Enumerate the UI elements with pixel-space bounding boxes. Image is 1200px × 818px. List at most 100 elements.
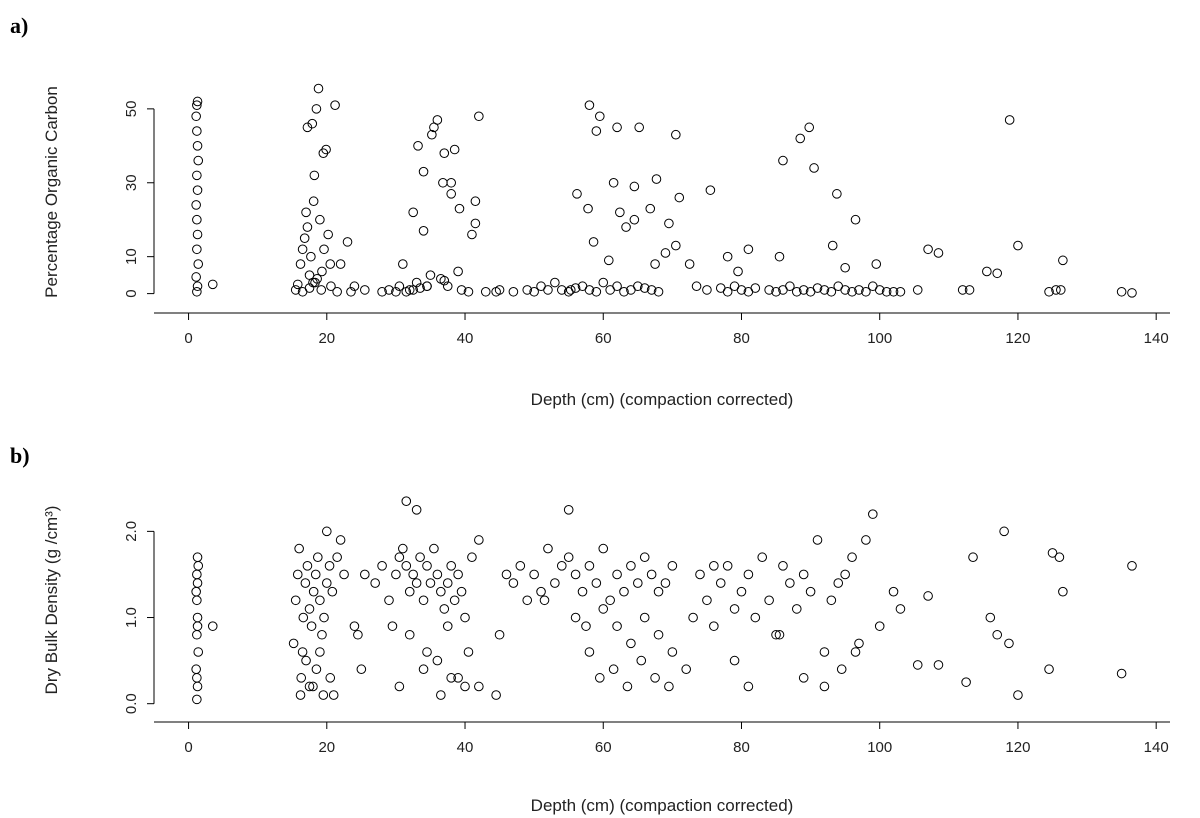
panel-a-data-point bbox=[391, 286, 401, 297]
panel-a-data-point bbox=[463, 286, 474, 297]
panel-b-data-point bbox=[401, 496, 412, 507]
panel-a-data-point bbox=[192, 170, 202, 181]
panel-b-data-point bbox=[874, 621, 885, 631]
panel-a-data-point bbox=[621, 222, 631, 232]
panel-a-data-point bbox=[342, 237, 353, 247]
panel-b-data-point bbox=[660, 578, 671, 588]
panel-a-data-point bbox=[394, 281, 405, 292]
panel-a-data-point bbox=[302, 222, 313, 232]
panel-a-data-point bbox=[594, 111, 605, 122]
panel-a-data-point bbox=[804, 122, 815, 133]
panel-a-data-point bbox=[422, 281, 432, 292]
panel-a-data-point bbox=[615, 207, 625, 218]
panel-b-data-point bbox=[608, 664, 619, 675]
panel-a-x-tick-label: 100 bbox=[867, 330, 892, 347]
panel-a-data-point bbox=[522, 285, 533, 295]
panel-b-x-tick-label: 40 bbox=[457, 739, 474, 756]
panel-a-data-point bbox=[319, 244, 329, 255]
panel-b-data-point bbox=[501, 569, 512, 580]
panel-b: b) 0 20 40 60 80 100 120 140 0.0 1.0 2.0 Depth (c… bbox=[10, 443, 1170, 815]
panel-a-data-point bbox=[565, 285, 576, 295]
panel-b-data-point bbox=[321, 526, 332, 537]
panel-a-data-point bbox=[933, 248, 944, 258]
panel-b-data-point bbox=[743, 681, 754, 692]
panel-b-data-point bbox=[317, 629, 327, 640]
panel-b-data-point bbox=[422, 647, 432, 657]
panel-b-data-point bbox=[729, 655, 740, 666]
panel-b-data-point bbox=[584, 561, 595, 571]
panel-a-data-point bbox=[771, 286, 781, 297]
panel-a-data-point bbox=[304, 283, 315, 293]
panel-a-data-point bbox=[360, 285, 370, 295]
panel-b-data-point bbox=[377, 561, 387, 571]
panel-a-data-point bbox=[964, 285, 975, 295]
panel-b-data-point bbox=[626, 561, 636, 571]
panel-b-x-tick-label: 60 bbox=[595, 739, 612, 756]
panel-b-data-point bbox=[292, 569, 303, 580]
panel-a-data-point bbox=[827, 240, 838, 251]
panel-a-data-point bbox=[415, 283, 425, 293]
panel-b-data-point bbox=[335, 535, 346, 545]
panel-a-data-point bbox=[311, 104, 322, 114]
panel-b-data-point bbox=[798, 673, 809, 683]
panel-a-data-point bbox=[349, 281, 360, 292]
panel-a-data-point bbox=[454, 203, 465, 214]
panel-b-data-point bbox=[298, 612, 309, 623]
panel-b-data-point bbox=[325, 673, 336, 683]
panel-b-data-point bbox=[446, 673, 456, 683]
panel-b-data-point bbox=[667, 647, 678, 657]
panel-a-data-point bbox=[1051, 285, 1061, 295]
panel-b-data-point bbox=[715, 578, 726, 588]
panel-a-data-point bbox=[302, 122, 313, 133]
panel-a-data-point bbox=[888, 286, 899, 297]
panel-a-data-point bbox=[480, 286, 491, 297]
panel-a-data-point bbox=[826, 286, 837, 297]
panel-a-x-tick-label: 80 bbox=[733, 330, 750, 347]
panel-a-data-point bbox=[881, 286, 892, 297]
panel-b-data-point bbox=[321, 578, 332, 588]
panel-a-data-point bbox=[646, 285, 657, 295]
panel-b-y-ticks: 0.0 1.0 2.0 bbox=[123, 521, 154, 714]
panel-b-data-point bbox=[771, 629, 781, 640]
panel-b-data-point bbox=[868, 509, 878, 519]
panel-b-data-point bbox=[332, 552, 342, 563]
panel-a-data-point bbox=[442, 281, 453, 292]
panel-b-data-point bbox=[819, 681, 830, 692]
panel-b-data-point bbox=[453, 569, 463, 580]
panel-a-data-point bbox=[912, 285, 923, 295]
panel-b-data-point bbox=[999, 526, 1009, 537]
panel-a-data-point bbox=[418, 166, 429, 177]
panel-b-data-point bbox=[968, 552, 978, 563]
panel-a-data-point bbox=[764, 285, 774, 295]
panel-b-data-point bbox=[446, 561, 456, 571]
panel-b-y-tick-label: 1.0 bbox=[123, 607, 140, 628]
panel-b-data-point bbox=[702, 595, 712, 606]
panel-a-data-point bbox=[572, 189, 582, 199]
panel-a-data-point bbox=[408, 207, 418, 218]
panel-a-data-point bbox=[1058, 255, 1068, 266]
panel-a-data-point bbox=[446, 189, 456, 199]
panel-b-data-point bbox=[539, 595, 550, 606]
panel-a-data-point bbox=[895, 286, 906, 297]
panel-a-data-point bbox=[847, 286, 857, 297]
panel-a-data-point bbox=[702, 285, 712, 295]
panel-a-data-point bbox=[384, 285, 394, 295]
panel-a-data-point bbox=[722, 286, 733, 297]
panel-b-data-point bbox=[324, 561, 335, 571]
panel-b-data-point bbox=[633, 578, 643, 588]
panel-a-data-point bbox=[874, 285, 885, 295]
panel-b-data-point bbox=[474, 681, 484, 692]
panel-b-data-point bbox=[315, 647, 325, 657]
panel-a-data-point bbox=[438, 177, 448, 188]
panel-a-data-point bbox=[653, 286, 664, 297]
panel-b-data-point bbox=[404, 629, 415, 640]
panel-b-data-point bbox=[192, 621, 203, 631]
panel-a-x-tick-label: 20 bbox=[318, 330, 335, 347]
panel-b-data-point bbox=[387, 621, 398, 631]
panel-a-data-point bbox=[494, 285, 505, 295]
panel-a-data-point bbox=[671, 240, 681, 251]
panel-b-data-point bbox=[192, 629, 202, 640]
panel-a-data-point bbox=[861, 286, 871, 297]
panel-a-x-axis-title: Depth (cm) (compaction corrected) bbox=[531, 390, 794, 409]
